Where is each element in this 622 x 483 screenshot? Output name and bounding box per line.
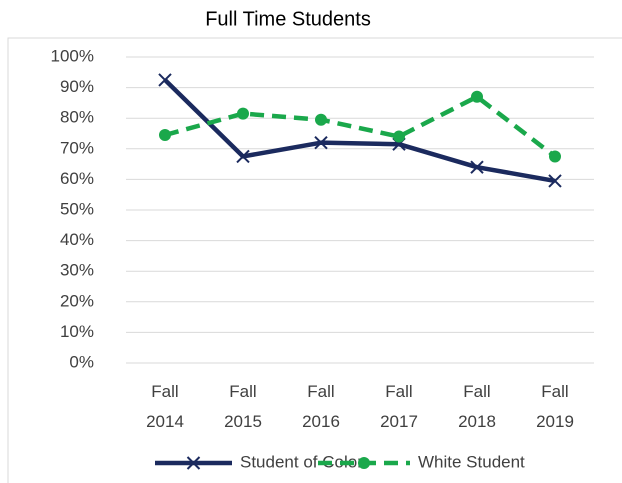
x-tick-label: Fall 2014: [146, 382, 184, 431]
x-tick-label: Fall 2018: [458, 382, 496, 431]
chart-title: Full Time Students: [205, 8, 371, 30]
y-tick-label: 60%: [60, 169, 94, 188]
y-tick-label: 10%: [60, 322, 94, 341]
marker: [549, 150, 561, 163]
marker: [470, 160, 484, 174]
x-tick-label: Fall 2017: [380, 382, 418, 431]
legend-marker: [358, 457, 370, 469]
series-line: [163, 78, 556, 184]
x-tick-label: Fall 2019: [536, 382, 574, 431]
marker: [236, 149, 250, 164]
marker: [315, 113, 327, 126]
marker: [471, 90, 483, 103]
y-tick-label: 40%: [60, 230, 94, 249]
marker: [158, 73, 172, 87]
legend-label: Student of Color: [240, 452, 363, 471]
y-tick-label: 90%: [60, 77, 94, 96]
marker: [159, 129, 171, 142]
marker: [548, 174, 562, 188]
marker: [314, 135, 328, 150]
y-tick-label: 80%: [60, 108, 94, 127]
legend-marker: [186, 456, 201, 470]
y-tick-label: 30%: [60, 261, 94, 280]
y-tick-label: 0%: [69, 352, 94, 371]
y-tick-label: 70%: [60, 138, 94, 157]
legend-label: White Student: [418, 452, 525, 471]
x-tick-label: Fall 2015: [224, 382, 262, 431]
x-tick-label: Fall 2016: [302, 382, 340, 431]
y-tick-label: 50%: [60, 199, 94, 218]
y-tick-label: 100%: [51, 46, 94, 65]
marker: [393, 130, 405, 143]
series-line: [164, 94, 557, 159]
marker: [237, 107, 249, 120]
chart-border: [7, 37, 622, 483]
y-tick-label: 20%: [60, 291, 94, 310]
